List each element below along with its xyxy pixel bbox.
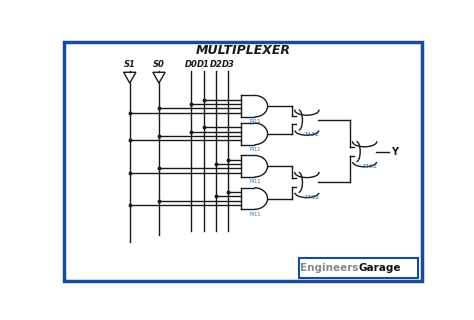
Text: 7432: 7432: [303, 195, 319, 200]
Text: D0: D0: [185, 60, 198, 69]
Text: Y: Y: [391, 147, 398, 156]
Text: S1: S1: [124, 60, 136, 69]
Text: S0: S0: [153, 60, 165, 69]
FancyBboxPatch shape: [64, 42, 421, 281]
Text: 7432: 7432: [361, 164, 377, 169]
Text: Engineers: Engineers: [300, 263, 358, 273]
Text: D1: D1: [197, 60, 210, 69]
Text: D2: D2: [210, 60, 222, 69]
Text: D3: D3: [222, 60, 235, 69]
Text: MULTIPLEXER: MULTIPLEXER: [195, 44, 291, 57]
Text: 7411: 7411: [248, 179, 261, 184]
Text: 7411: 7411: [248, 147, 261, 152]
Text: Garage: Garage: [358, 263, 401, 273]
Text: 7411: 7411: [248, 119, 261, 124]
Text: 7432: 7432: [303, 132, 319, 137]
Bar: [299, 258, 419, 278]
Text: 7411: 7411: [248, 212, 261, 217]
